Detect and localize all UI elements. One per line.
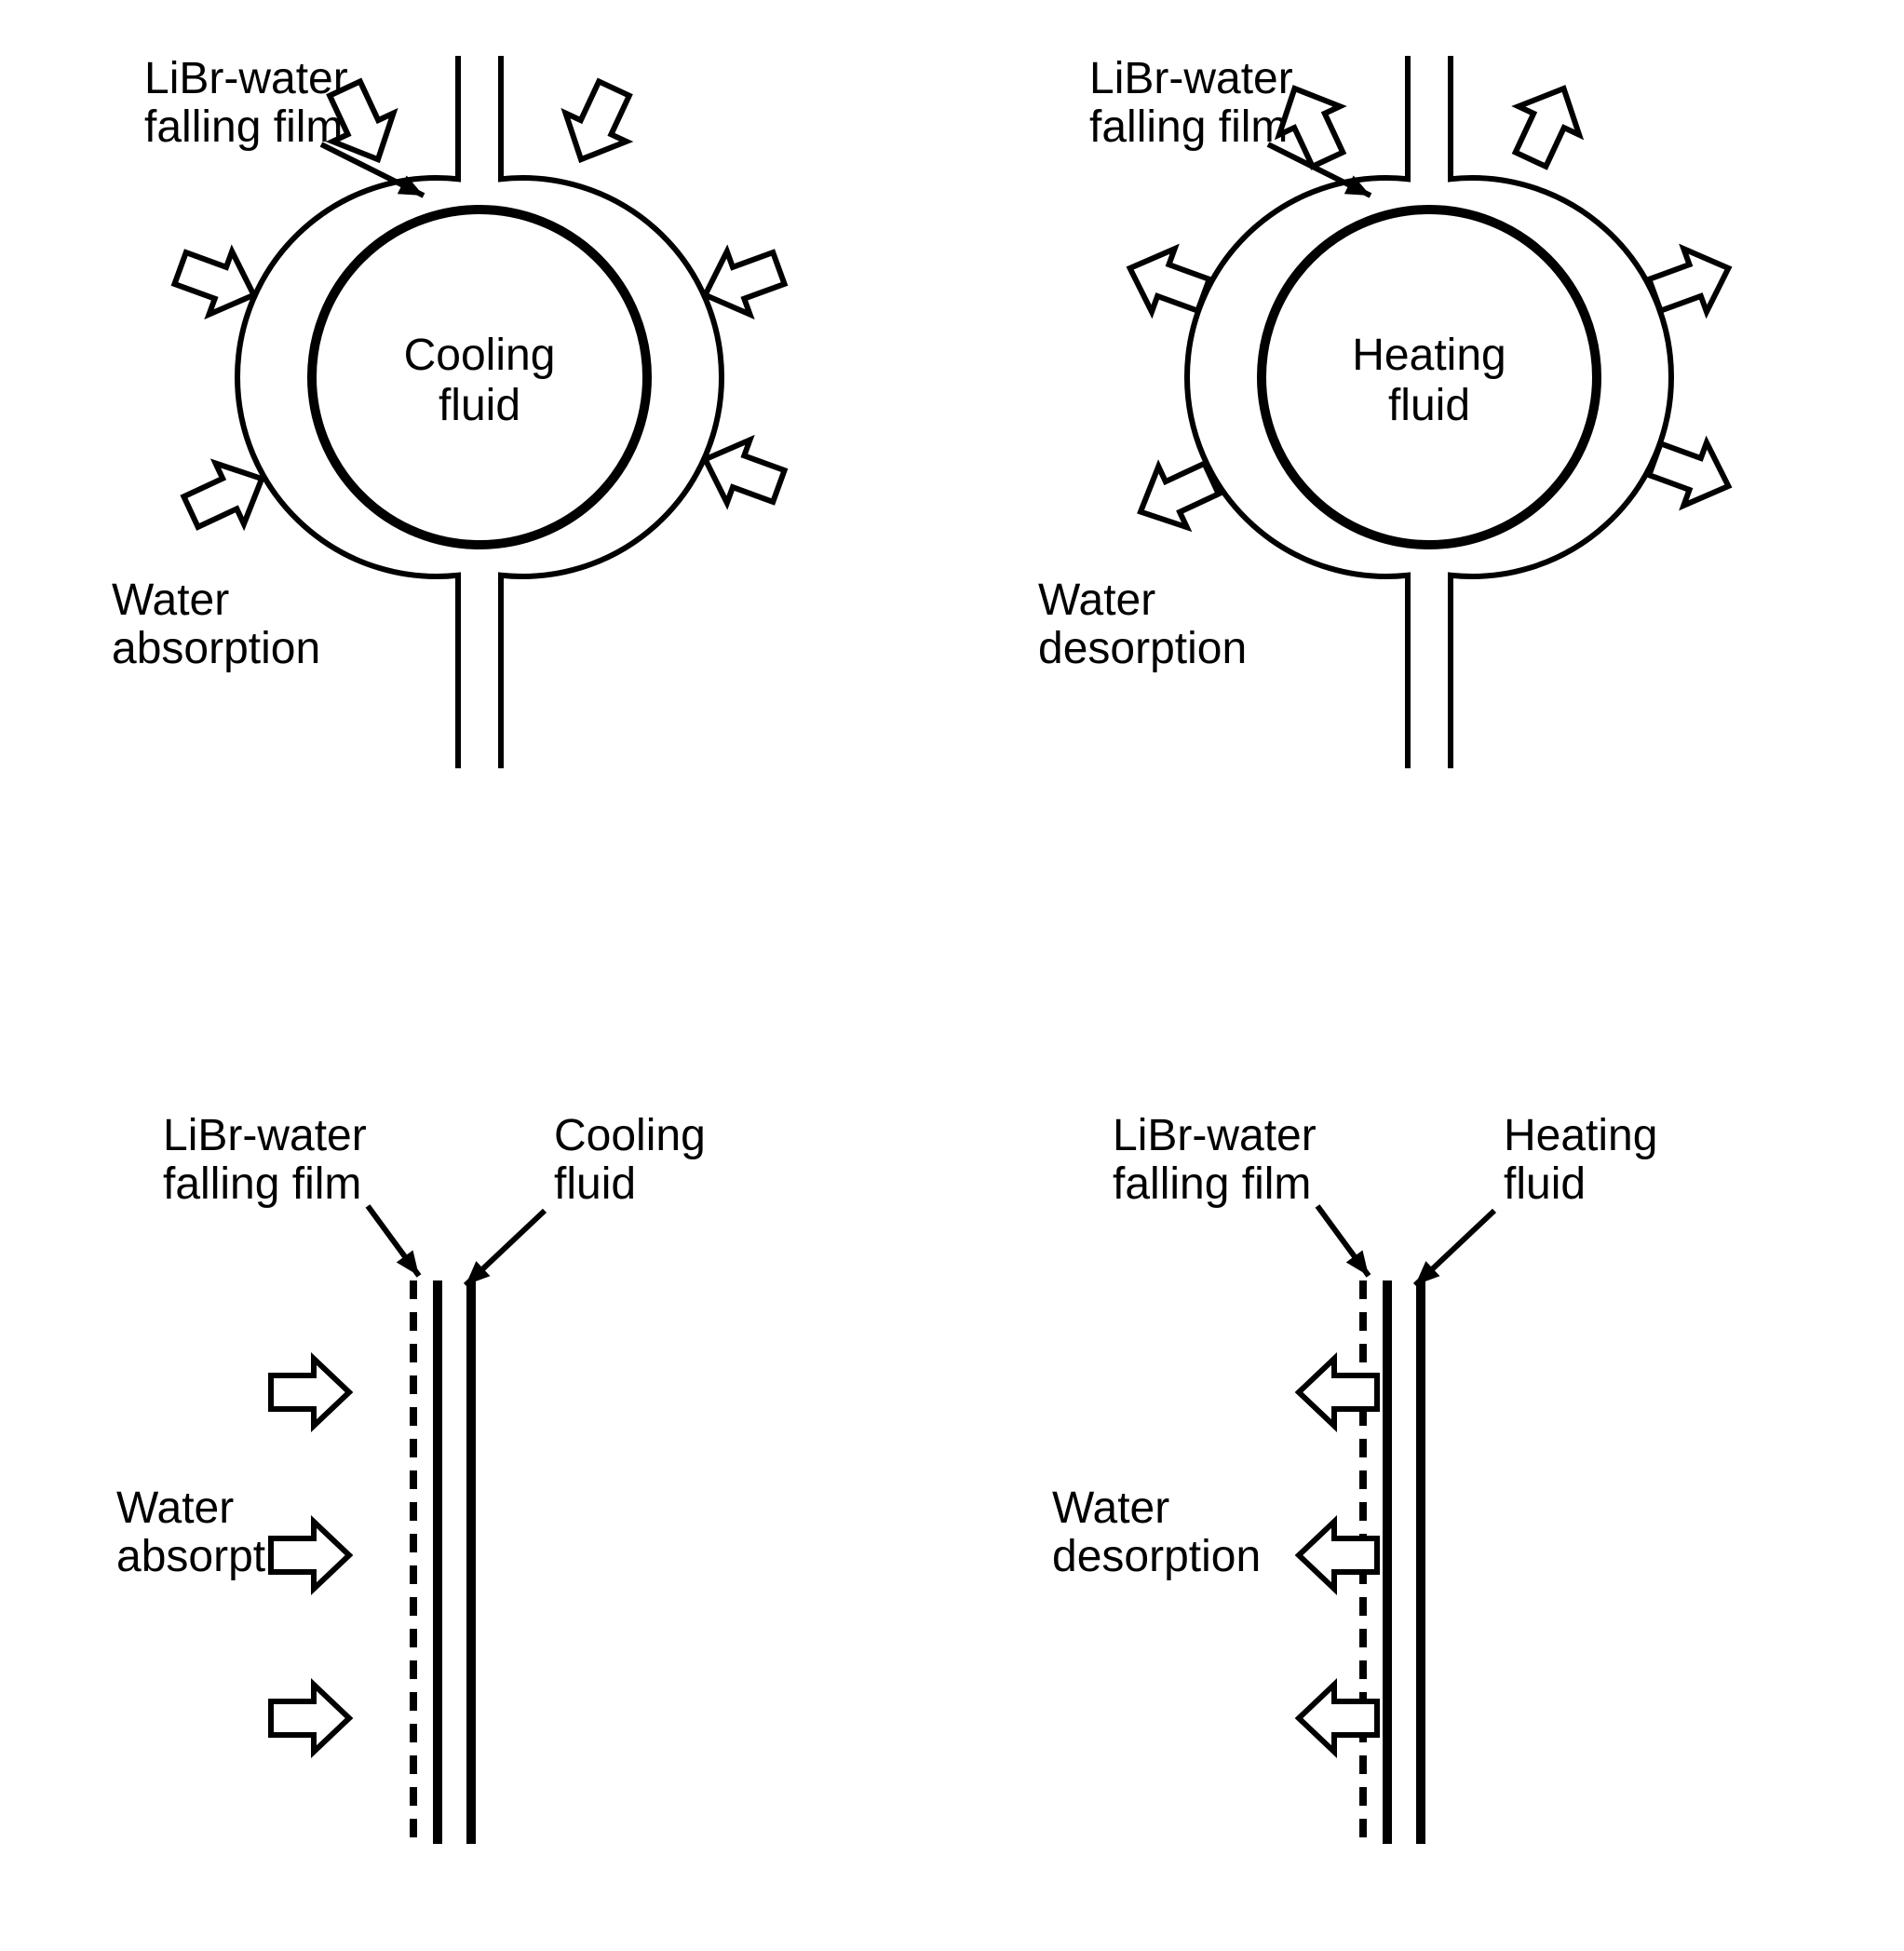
center-label-line1: Cooling — [404, 331, 556, 380]
center-label-line1: Heating — [1352, 331, 1506, 380]
fluid-label-line2: fluid — [554, 1159, 636, 1209]
fluid-label-line1: Cooling — [554, 1111, 706, 1160]
film-label-line1: LiBr-water — [163, 1111, 367, 1160]
tube-absorber: Coolingfluid LiBr-waterfalling film Watera… — [112, 54, 722, 768]
film-label-line2: falling film — [163, 1159, 361, 1209]
film-label-line1: LiBr-water — [144, 54, 348, 103]
plate-absorber: LiBr-waterfalling filmCoolingfluidWatera… — [116, 1111, 706, 1844]
radial-arrow-4 — [550, 75, 644, 174]
process-label-line1: Water — [116, 1484, 234, 1533]
film-label-line2: falling film — [1089, 102, 1288, 152]
film-label-line2: falling film — [1113, 1159, 1311, 1209]
film-label-line1: LiBr-water — [1089, 54, 1293, 103]
plate-arrow-0 — [271, 1359, 349, 1426]
radial-arrow-4 — [1500, 75, 1594, 174]
radial-arrow-1 — [177, 448, 277, 542]
film-pointer — [368, 1206, 419, 1276]
plate-arrow-2 — [271, 1685, 349, 1752]
fluid-label-line1: Heating — [1504, 1111, 1657, 1160]
fluid-label-line2: fluid — [1504, 1159, 1586, 1209]
film-label-line1: LiBr-water — [1113, 1111, 1317, 1160]
tube-desorber: Heatingfluid LiBr-waterfalling film Waterd… — [1038, 54, 1671, 768]
film-right — [501, 56, 722, 768]
fluid-pointer — [1415, 1211, 1494, 1285]
film-label-line2: falling film — [144, 102, 343, 152]
center-label-line2: fluid — [439, 381, 520, 430]
center-label-line2: fluid — [1388, 381, 1470, 430]
process-label-line2: desorption — [1052, 1532, 1261, 1581]
film-right — [1451, 56, 1671, 768]
diagram-svg: CoolingfluidLiBr-waterfalling filmWatera… — [0, 0, 1904, 1951]
diagram-page: CoolingfluidLiBr-waterfalling filmWatera… — [0, 0, 1904, 1951]
fluid-pointer — [466, 1211, 545, 1285]
process-label-line1: Water — [112, 576, 229, 625]
film-pointer — [1317, 1206, 1369, 1276]
process-label-line2: absorption — [112, 624, 320, 673]
process-label-line1: Water — [1038, 576, 1155, 625]
process-label-line2: desorption — [1038, 624, 1247, 673]
radial-arrow-1 — [1127, 448, 1226, 542]
process-label-line1: Water — [1052, 1484, 1169, 1533]
